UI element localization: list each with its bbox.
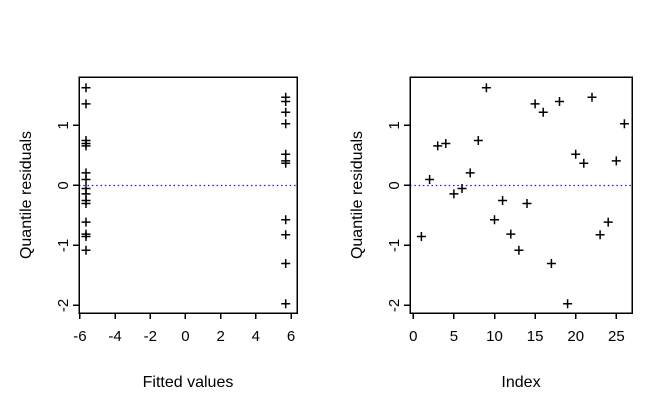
data-point-marker (498, 196, 508, 205)
data-point-marker (416, 232, 426, 241)
plot-box (78, 76, 298, 314)
data-point-marker (81, 217, 91, 227)
x-axis-label: Fitted values (143, 374, 234, 391)
data-point-marker (281, 107, 291, 117)
data-point-marker (81, 83, 91, 93)
x-tick-label: 0 (409, 328, 417, 345)
plot-box (409, 76, 633, 314)
data-point-marker (465, 168, 475, 178)
data-point-marker (81, 168, 91, 178)
data-point-marker (81, 199, 91, 208)
y-tick-label: -2 (55, 299, 72, 312)
x-tick-label: -4 (108, 328, 121, 345)
data-point-marker (281, 92, 291, 102)
data-point-marker (611, 156, 621, 166)
data-point-marker (603, 217, 613, 227)
data-point-marker (281, 156, 291, 166)
data-point-marker (538, 107, 548, 117)
residuals-vs-fitted-panel: -6 -4 -2 0 2 4 6 -2 -1 0 1 Fitted values Quantile re… (18, 76, 298, 391)
data-point-marker (441, 139, 451, 148)
data-point-marker (563, 299, 573, 309)
x-tick-label: 15 (527, 328, 544, 345)
data-point-marker (530, 99, 540, 109)
data-point-marker (281, 259, 291, 268)
y-tick-label: -1 (386, 239, 403, 252)
x-tick-label: 6 (287, 328, 295, 345)
x-tick-label: -2 (144, 328, 157, 345)
residuals-vs-index-panel: 0 5 10 15 20 25 -2 -1 0 1 Index Quantile residuals (349, 76, 633, 391)
data-point-marker (281, 299, 291, 309)
data-point-marker (81, 136, 91, 145)
data-point-marker (522, 199, 532, 208)
data-point-marker (433, 141, 443, 151)
x-tick-label: 2 (216, 328, 224, 345)
data-point-marker (81, 99, 91, 109)
y-axis-label: Quantile residuals (18, 131, 35, 259)
data-point-marker (281, 215, 291, 225)
y-axis-label: Quantile residuals (349, 131, 366, 259)
data-point-marker (571, 149, 581, 159)
data-point-marker (81, 245, 91, 255)
y-tick-label: 0 (386, 181, 403, 189)
data-point-marker (619, 119, 629, 129)
data-point-marker (546, 259, 556, 268)
y-tick-label: 0 (55, 181, 72, 189)
data-point-marker (481, 83, 491, 93)
data-point-marker (449, 189, 459, 199)
y-tick-label: 1 (55, 121, 72, 129)
data-point-marker (506, 229, 516, 239)
data-point-marker (281, 119, 291, 129)
data-point-marker (473, 136, 483, 145)
y-tick-label: -1 (55, 239, 72, 252)
data-point-marker (595, 230, 605, 240)
x-tick-label: 0 (181, 328, 189, 345)
y-tick-label: 1 (386, 121, 403, 129)
data-point-marker (555, 97, 564, 106)
data-point-marker (457, 184, 467, 193)
y-tick-label: -2 (386, 299, 403, 312)
data-point-marker (579, 158, 589, 168)
data-point-marker (514, 245, 524, 255)
x-tick-label: 20 (567, 328, 584, 345)
x-tick-label: 5 (450, 328, 458, 345)
data-point-marker (490, 215, 499, 225)
data-point-marker (425, 175, 435, 184)
x-tick-label: 25 (608, 328, 625, 345)
x-axis-label: Index (501, 374, 540, 391)
data-point-marker (81, 229, 91, 239)
x-tick-label: 4 (252, 328, 260, 345)
x-tick-label: -6 (73, 328, 86, 345)
data-point-marker (81, 184, 91, 193)
data-point-marker (281, 230, 291, 240)
x-tick-label: 10 (486, 328, 503, 345)
data-point-marker (587, 92, 597, 102)
